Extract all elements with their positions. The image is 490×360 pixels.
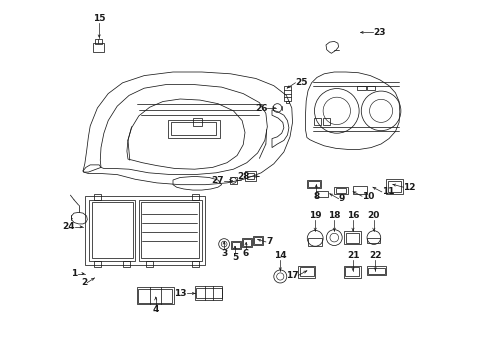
Text: 14: 14 (274, 251, 287, 260)
Text: 21: 21 (347, 251, 359, 260)
Bar (139, 289, 172, 303)
Text: 13: 13 (174, 289, 187, 298)
Bar (171, 122, 216, 135)
Text: 6: 6 (243, 249, 249, 258)
Text: 10: 10 (362, 192, 374, 201)
Text: 18: 18 (328, 211, 341, 220)
Bar (346, 233, 360, 243)
Bar (196, 286, 221, 300)
Bar (308, 238, 322, 246)
Bar (168, 120, 220, 138)
Bar (92, 202, 133, 258)
Bar (193, 118, 202, 126)
Bar (300, 267, 314, 276)
Text: 9: 9 (339, 194, 345, 203)
Bar (298, 266, 315, 278)
Bar (230, 177, 237, 184)
Text: 24: 24 (62, 222, 75, 231)
Bar (243, 239, 251, 246)
Bar (196, 288, 221, 298)
Text: 22: 22 (369, 251, 382, 260)
Bar (336, 188, 346, 193)
Text: 17: 17 (286, 271, 298, 280)
Bar (139, 200, 202, 261)
Bar (388, 181, 401, 192)
Text: 5: 5 (232, 253, 238, 262)
Bar (247, 173, 254, 179)
Text: 8: 8 (313, 192, 319, 201)
Text: 28: 28 (237, 172, 249, 181)
Bar (323, 118, 330, 125)
Bar (192, 261, 199, 267)
Text: 23: 23 (373, 28, 385, 37)
Bar (345, 267, 360, 276)
Bar (344, 266, 361, 278)
Text: 20: 20 (368, 211, 380, 220)
Text: 27: 27 (212, 176, 224, 185)
Bar (146, 261, 153, 267)
Bar (231, 241, 241, 249)
Text: 25: 25 (295, 78, 308, 87)
Bar (254, 237, 262, 244)
Bar (286, 101, 289, 103)
Text: 15: 15 (93, 14, 105, 23)
Bar (94, 261, 101, 267)
Text: 16: 16 (347, 211, 359, 220)
Text: 1: 1 (72, 269, 77, 278)
Bar (94, 194, 101, 200)
Bar (368, 268, 385, 274)
Bar (344, 231, 361, 244)
Text: 12: 12 (403, 183, 416, 192)
Bar (137, 287, 174, 304)
Bar (95, 39, 102, 44)
Bar (308, 181, 320, 187)
Text: 3: 3 (221, 249, 227, 258)
Bar (192, 194, 199, 200)
Bar (232, 242, 240, 248)
Bar (141, 202, 199, 258)
Text: 26: 26 (255, 104, 268, 112)
Text: 11: 11 (382, 187, 394, 197)
Text: 2: 2 (81, 278, 87, 287)
Bar (245, 171, 256, 181)
Bar (253, 236, 263, 245)
Bar (284, 86, 291, 101)
Text: 7: 7 (266, 238, 272, 246)
Bar (242, 238, 252, 247)
Bar (357, 86, 366, 90)
Bar (85, 196, 205, 265)
Bar (93, 43, 104, 52)
Bar (368, 238, 380, 243)
Bar (122, 261, 130, 267)
Bar (367, 266, 386, 275)
Bar (90, 200, 135, 261)
Text: 19: 19 (309, 211, 321, 220)
Bar (314, 118, 321, 125)
Text: 4: 4 (152, 305, 159, 314)
Bar (368, 86, 375, 90)
